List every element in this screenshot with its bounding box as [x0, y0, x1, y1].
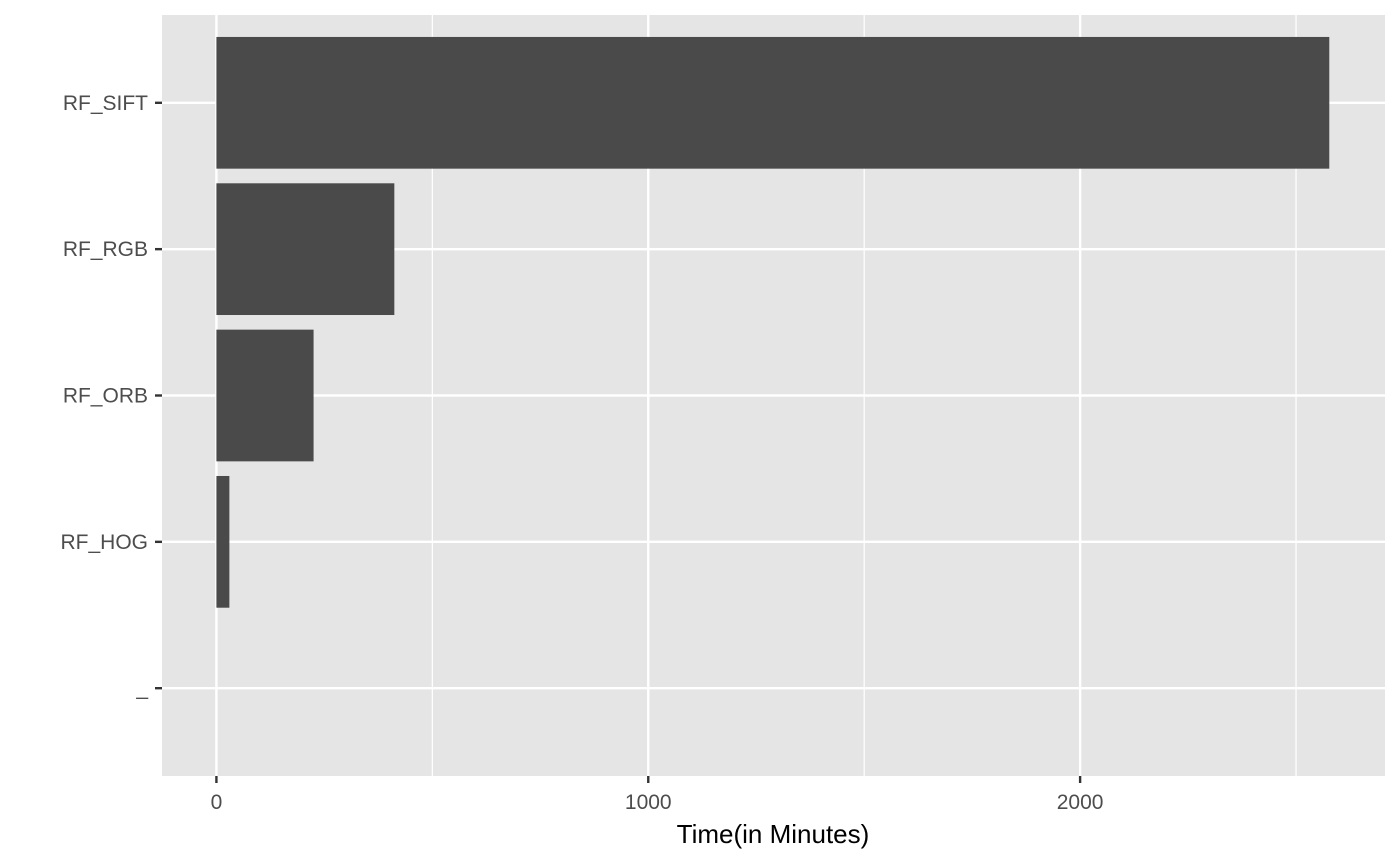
x-tick-label: 2000	[1057, 791, 1104, 814]
y-axis: _ RF_HOG RF_ORB RF_RGB RF_SIFT	[60, 92, 162, 700]
bar-rf-hog	[216, 475, 230, 608]
bar-group	[216, 36, 1330, 608]
bar-rf-sift	[216, 36, 1330, 169]
y-tick-label: RF_SIFT	[63, 92, 148, 115]
y-tick-label: _	[135, 677, 148, 700]
y-tick-label: RF_HOG	[60, 531, 148, 554]
x-tick-label: 0	[211, 791, 223, 814]
x-axis-title: Time(in Minutes)	[677, 819, 870, 849]
y-tick-label: RF_ORB	[63, 385, 148, 408]
bar-rf-rgb	[216, 183, 395, 316]
x-tick-label: 1000	[625, 791, 672, 814]
x-axis: 0 1000 2000	[211, 776, 1104, 814]
y-tick-label: RF_RGB	[63, 238, 148, 261]
bar-rf-orb	[216, 329, 314, 462]
